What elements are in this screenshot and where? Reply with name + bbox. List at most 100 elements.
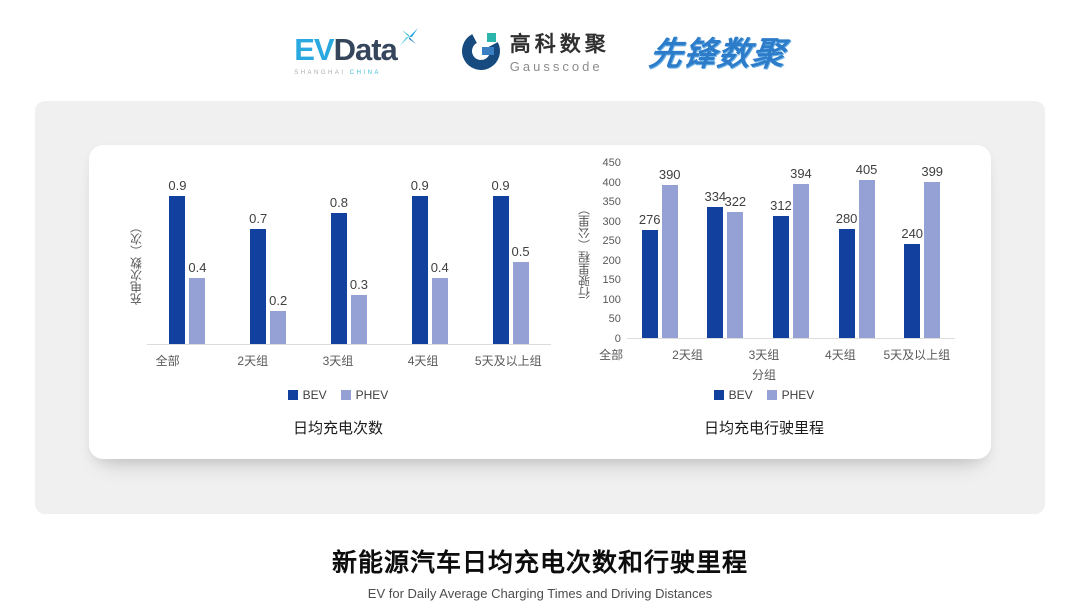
bar-value-label: 240: [901, 226, 924, 242]
gausscode-g-icon: [461, 31, 500, 70]
category-label: 4天组: [825, 348, 856, 362]
y-tick-label: 50: [608, 313, 621, 326]
category-label: 2天组: [672, 348, 703, 362]
bar-group: 0.9 0.4: [147, 178, 228, 344]
bar-value-label: 322: [724, 194, 747, 210]
phev-bar: 0.3: [350, 277, 368, 344]
phev-bar: 390: [659, 167, 681, 338]
bar-value-label: 0.2: [269, 293, 288, 309]
legend-swatch: [766, 390, 777, 400]
evdata-logo-data: Data: [333, 32, 398, 67]
bev-bar: 334: [704, 189, 726, 338]
bar-group: 280 405: [824, 162, 890, 338]
phev-bar: 0.5: [511, 244, 530, 344]
footer: 新能源汽车日均充电次数和行驶里程 EV for Daily Average Ch…: [0, 543, 1080, 601]
page-subtitle: EV for Daily Average Charging Times and …: [367, 586, 713, 601]
bar-value-label: 280: [835, 210, 858, 226]
y-tick-label: 100: [602, 293, 621, 306]
legend-item-phev: PHEV: [766, 388, 815, 402]
charts-panel: 充电次数（次） 0.9 0.4 0.7 0.2 0.8 0.3 0.9 0.4 0.9 0.5 全…: [35, 101, 1045, 514]
legend-item-phev: PHEV: [340, 388, 389, 402]
page-title: 新能源汽车日均充电次数和行驶里程: [331, 549, 748, 577]
bev-bar: 0.9: [491, 178, 510, 344]
legend: BEV PHEV: [125, 386, 551, 404]
phev-bar: 0.2: [269, 293, 287, 344]
legend-swatch: [713, 390, 724, 400]
evdata-logo-subtext: SHANGHAI CHINA: [294, 70, 381, 76]
gausscode-logo: 高科数聚 Gausscode: [460, 28, 610, 74]
phev-bar: 394: [790, 166, 812, 338]
legend-label: PHEV: [781, 388, 815, 402]
y-tick-label: 450: [602, 157, 621, 169]
y-tick-label: 0: [614, 333, 621, 345]
bar-value-label: 0.4: [430, 260, 449, 276]
bar-value-label: 0.9: [410, 178, 429, 194]
y-axis-label: 行驶里程（公里）: [577, 203, 592, 299]
category-label: 全部: [599, 348, 624, 362]
bar-group: 312 394: [758, 166, 824, 338]
legend-item-bev: BEV: [287, 388, 327, 402]
y-tick-label: 200: [602, 254, 621, 267]
bar-group: 0.9 0.5: [470, 178, 551, 344]
bar-value-label: 312: [770, 197, 792, 213]
category-label: 3天组: [748, 348, 780, 362]
bar-value-label: 0.4: [188, 260, 207, 276]
chart-daily-driving-distance: 行驶里程（公里） 0 50 100 150 200 250 300 350 400 450 276…: [573, 157, 955, 437]
legend: BEV PHEV: [573, 386, 955, 404]
bar-value-label: 0.8: [329, 194, 348, 210]
bar-value-label: 276: [638, 212, 661, 228]
logo-bar: EV Data SHANGHAI CHINA 高科数聚 Gausscode 先锋…: [0, 22, 1080, 80]
bar-group: 0.7 0.2: [228, 211, 309, 344]
legend-label: PHEV: [355, 388, 389, 402]
y-axis-tick-labels: 0 50 100 150 200 250 300 350 400 450: [595, 157, 627, 345]
legend-label: BEV: [302, 388, 327, 402]
plot-area: 276 390 334 322 312 394 280 405 240 399: [626, 162, 955, 339]
bar-group: 0.8 0.3: [309, 195, 390, 344]
bev-bar: 240: [901, 226, 923, 338]
phev-bar: 322: [724, 194, 746, 338]
plot-area: 0.9 0.4 0.7 0.2 0.8 0.3 0.9 0.4 0.9 0.5: [147, 178, 551, 345]
bar-value-label: 390: [658, 167, 681, 183]
charts-card: 充电次数（次） 0.9 0.4 0.7 0.2 0.8 0.3 0.9 0.4 0.9 0.5 全…: [89, 145, 991, 459]
phev-bar: 405: [856, 162, 877, 338]
evdata-logo-ev: EV: [294, 32, 334, 67]
category-label: 3天组: [322, 354, 354, 368]
bar-value-label: 394: [790, 165, 812, 181]
x-axis-category-labels: 全部 2天组 3天组 4天组 5天及以上组: [573, 339, 955, 366]
y-tick-label: 150: [602, 274, 621, 287]
y-tick-label: 400: [602, 176, 621, 189]
bev-bar: 312: [770, 198, 792, 338]
y-tick-label: 300: [602, 215, 621, 228]
bar-value-label: 399: [921, 163, 944, 179]
phev-bar: 399: [921, 164, 943, 338]
y-tick-label: 250: [602, 235, 621, 248]
xianfeng-logo: 先锋数聚: [646, 35, 789, 72]
chart-title: 日均充电行驶里程: [703, 420, 824, 437]
x-axis-category-labels: 全部 2天组 3天组 4天组 5天及以上组: [125, 345, 551, 372]
bar-group: 0.9 0.4: [389, 178, 470, 344]
bev-bar: 0.8: [330, 195, 348, 344]
gausscode-logo-en: Gausscode: [509, 59, 603, 74]
category-label: 全部: [155, 354, 180, 368]
bev-bar: 0.7: [249, 211, 267, 344]
y-axis-label: 充电次数（次）: [129, 221, 144, 305]
chart-title: 日均充电次数: [292, 420, 383, 437]
bar-value-label: 0.3: [349, 276, 368, 292]
legend-swatch: [287, 390, 298, 400]
category-label: 5天及以上组: [474, 354, 542, 368]
bev-bar: 0.9: [411, 178, 429, 344]
legend-item-bev: BEV: [713, 388, 753, 402]
y-tick-label: 350: [602, 196, 621, 209]
bar-group: 334 322: [693, 189, 759, 338]
phev-bar: 0.4: [188, 260, 206, 344]
bar-value-label: 405: [855, 161, 878, 177]
bar-group: 276 390: [627, 167, 693, 338]
bar-value-label: 334: [704, 189, 727, 205]
legend-swatch: [340, 390, 351, 400]
bar-group: 240 399: [889, 164, 955, 338]
bar-value-label: 0.9: [491, 178, 510, 194]
x-axis-label: 分组: [751, 368, 776, 382]
category-label: 4天组: [407, 354, 439, 368]
bar-value-label: 0.7: [249, 211, 268, 227]
bev-bar: 0.9: [168, 178, 186, 344]
